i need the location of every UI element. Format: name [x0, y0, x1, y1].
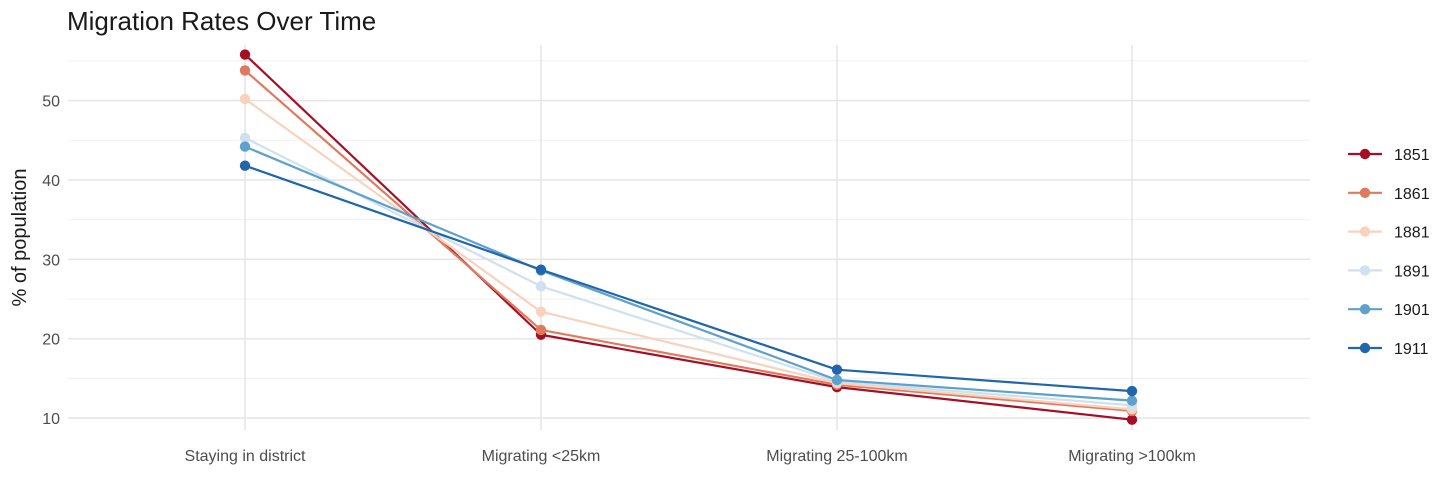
legend-key-dot [1359, 342, 1371, 354]
legend-label: 1851 [1394, 147, 1430, 164]
y-tick-label: 20 [42, 332, 60, 349]
grid-layer [68, 45, 1310, 430]
x-tick-label: Staying in district [185, 448, 306, 465]
y-tick-label: 30 [42, 252, 60, 269]
series-line-1851 [244, 53, 1133, 421]
data-point-1851[interactable] [1126, 414, 1138, 425]
data-point-1881[interactable] [535, 306, 547, 317]
legend-item-1911[interactable]: 1911 [1348, 341, 1429, 358]
series-1851 [239, 49, 1138, 425]
legend-key-dot [1359, 187, 1371, 198]
legend-key-dot [1359, 304, 1371, 315]
series-1911 [239, 160, 1138, 397]
y-tick-label: 50 [42, 94, 60, 111]
x-tick-label: Migrating 25-100km [766, 448, 907, 465]
series-line-1881 [244, 98, 1133, 411]
data-point-1861[interactable] [535, 324, 547, 336]
legend-key-dot [1359, 226, 1371, 237]
data-point-1911[interactable] [1126, 385, 1138, 397]
legend-label: 1861 [1394, 186, 1430, 203]
series-line-1861 [244, 69, 1133, 413]
series-1861 [239, 65, 1138, 417]
y-tick-label: 40 [42, 173, 60, 190]
data-point-1911[interactable] [239, 160, 251, 171]
data-point-1911[interactable] [831, 364, 843, 375]
legend-item-1881[interactable]: 1881 [1348, 225, 1430, 242]
chart-title: Migration Rates Over Time [67, 6, 377, 36]
legend-key-dot [1359, 265, 1371, 276]
axis-layer: 10 20 30 40 50 Staying in district Migrating <… [9, 94, 1196, 465]
series-line-1911 [244, 164, 1133, 393]
legend-label: 1901 [1394, 302, 1430, 319]
data-point-1881[interactable] [239, 93, 251, 105]
data-point-1851[interactable] [239, 49, 251, 60]
series-1891 [239, 132, 1138, 411]
x-tick-label: Migrating >100km [1068, 448, 1196, 465]
legend-key-dot [1359, 148, 1371, 160]
legend-label: 1881 [1394, 225, 1430, 242]
data-point-1861[interactable] [239, 65, 251, 76]
series-layer [239, 49, 1138, 425]
data-point-1901[interactable] [1126, 395, 1138, 406]
legend[interactable]: 1851 1861 1881 1891 1901 1911 [1348, 147, 1430, 358]
legend-item-1851[interactable]: 1851 [1348, 147, 1430, 164]
series-line-1901 [244, 145, 1133, 402]
y-tick-label: 10 [42, 411, 60, 428]
x-tick-label: Migrating <25km [482, 448, 601, 465]
series-line-1891 [244, 136, 1133, 407]
data-point-1891[interactable] [239, 132, 251, 144]
data-point-1911[interactable] [535, 264, 547, 275]
legend-label: 1891 [1394, 263, 1430, 280]
legend-item-1861[interactable]: 1861 [1348, 186, 1430, 203]
legend-label: 1911 [1394, 341, 1429, 358]
legend-item-1891[interactable]: 1891 [1348, 263, 1430, 280]
legend-item-1901[interactable]: 1901 [1348, 302, 1430, 319]
data-point-1891[interactable] [535, 281, 547, 292]
y-axis-title: % of population [9, 169, 31, 307]
data-point-1901[interactable] [239, 141, 251, 152]
series-1881 [239, 93, 1138, 415]
data-point-1901[interactable] [831, 374, 843, 386]
series-1901 [239, 141, 1138, 406]
